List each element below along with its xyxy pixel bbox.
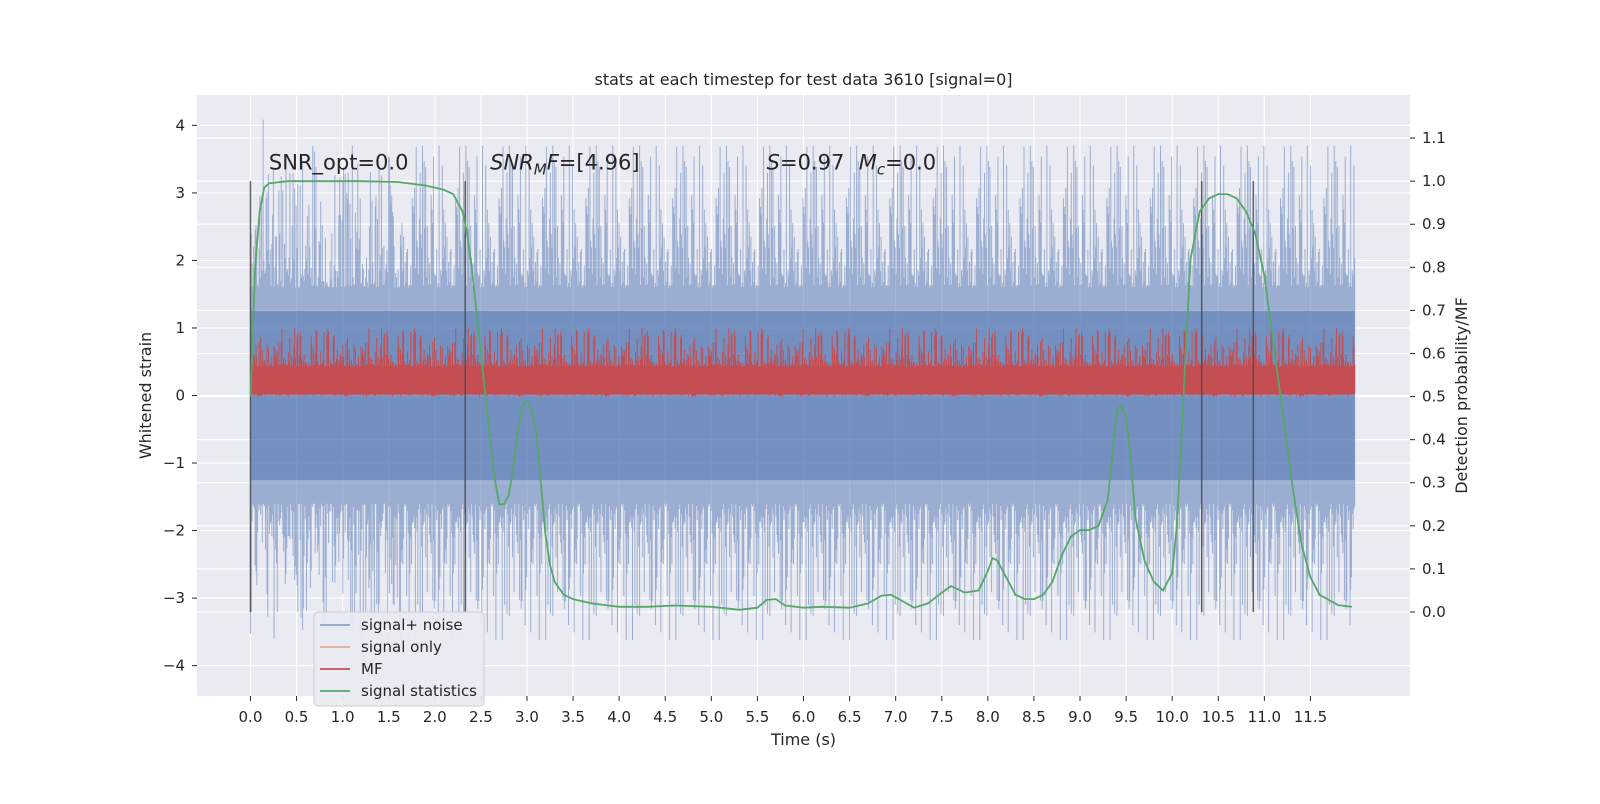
x-tick-label: 4.5 — [653, 708, 677, 726]
annotation: SNR_opt=0.0 — [269, 151, 409, 176]
annotation-symbol: M — [859, 151, 877, 175]
y-tick-label: 0 — [175, 387, 185, 405]
x-tick-label: 11.5 — [1294, 708, 1327, 726]
x-tick-label: 8.5 — [1022, 708, 1046, 726]
y-tick-label: −4 — [163, 657, 185, 675]
y-tick-label: −3 — [163, 589, 185, 607]
annotation-symbol: SNR — [490, 151, 534, 175]
y2-tick-label: 0.9 — [1422, 215, 1446, 233]
y2-tick-label: 0.6 — [1422, 344, 1446, 362]
annotation-symbol: S — [767, 151, 780, 175]
x-axis-ticks: 0.0 0.5 1.0 1.5 2.0 2.5 3.0 3.5 4.0 4.5 5.0 5.5 6.0 6… — [239, 696, 1327, 726]
annotation-value: F=[4.96] — [547, 151, 640, 175]
y-axis-ticks: 4 3 2 1 0 −1 −2 −3 −4 — [163, 116, 197, 675]
y-axis-label: Whitened strain — [136, 332, 155, 459]
x-tick-label: 6.5 — [838, 708, 862, 726]
y2-axis-label: Detection probability/MF — [1452, 297, 1471, 494]
x-tick-label: 3.0 — [515, 708, 539, 726]
annotations: SNR_opt=0.0 SNRMF=[4.96] S=0.97 Mc=0.0 — [269, 151, 936, 179]
legend-label: signal only — [361, 638, 442, 656]
x-tick-label: 7.5 — [930, 708, 954, 726]
y-tick-label: −1 — [163, 454, 185, 472]
x-tick-label: 10.0 — [1155, 708, 1188, 726]
y2-tick-label: 1.1 — [1422, 129, 1446, 147]
x-tick-label: 4.0 — [607, 708, 631, 726]
annotation-subscript: M — [534, 161, 547, 179]
y-tick-label: 2 — [175, 251, 185, 269]
x-tick-label: 2.5 — [469, 708, 493, 726]
x-tick-label: 5.5 — [745, 708, 769, 726]
x-tick-label: 1.0 — [331, 708, 355, 726]
y2-tick-label: 0.0 — [1422, 603, 1446, 621]
y-tick-label: 4 — [175, 116, 185, 134]
annotation: Mc=0.0 — [859, 151, 936, 179]
x-axis-label: Time (s) — [770, 730, 836, 749]
x-tick-label: 7.0 — [884, 708, 908, 726]
y-tick-label: −2 — [163, 522, 185, 540]
x-tick-label: 5.0 — [699, 708, 723, 726]
y2-tick-label: 0.5 — [1422, 388, 1446, 406]
series-signal-statistics — [249, 180, 1353, 611]
y2-tick-label: 0.3 — [1422, 474, 1446, 492]
x-tick-label: 9.0 — [1068, 708, 1092, 726]
vertical-markers — [249, 181, 1255, 612]
x-tick-label: 3.5 — [561, 708, 585, 726]
series-mf — [250, 328, 1356, 397]
y2-tick-label: 1.0 — [1422, 172, 1446, 190]
legend-label: signal+ noise — [361, 616, 463, 634]
y2-tick-label: 0.1 — [1422, 560, 1446, 578]
x-tick-label: 0.5 — [285, 708, 309, 726]
annotation-subscript: c — [877, 161, 886, 179]
annotation-value: =0.0 — [885, 151, 936, 175]
x-tick-label: 11.0 — [1248, 708, 1281, 726]
legend-label: signal statistics — [361, 682, 477, 700]
annotation: S=0.97 — [767, 151, 845, 175]
chart-title: stats at each timestep for test data 361… — [594, 70, 1012, 89]
x-tick-label: 1.5 — [377, 708, 401, 726]
y2-tick-label: 0.2 — [1422, 517, 1446, 535]
y-tick-label: 3 — [175, 184, 185, 202]
legend-label: MF — [361, 660, 383, 678]
x-tick-label: 6.0 — [792, 708, 816, 726]
x-tick-label: 0.0 — [239, 708, 263, 726]
y2-axis-ticks: 1.1 1.0 0.9 0.8 0.7 0.6 0.5 0.4 0.3 0.2 0.1 0.0 — [1410, 129, 1446, 621]
annotation-value: =[4.96] — [559, 151, 640, 175]
x-tick-label: 9.5 — [1114, 708, 1138, 726]
x-tick-label: 10.5 — [1202, 708, 1235, 726]
y2-tick-label: 0.7 — [1422, 301, 1446, 319]
legend-box — [313, 611, 485, 707]
x-tick-label: 8.0 — [976, 708, 1000, 726]
annotation: SNRMF=[4.96] — [490, 151, 639, 179]
legend: signal+ noise signal only MF signal statist… — [313, 611, 485, 707]
x-tick-label: 2.0 — [423, 708, 447, 726]
y2-tick-label: 0.4 — [1422, 431, 1446, 449]
annotation-symbol: F — [547, 151, 560, 175]
y-tick-label: 1 — [175, 319, 185, 337]
y2-tick-label: 0.8 — [1422, 258, 1446, 276]
annotation-value: =0.97 — [780, 151, 844, 175]
